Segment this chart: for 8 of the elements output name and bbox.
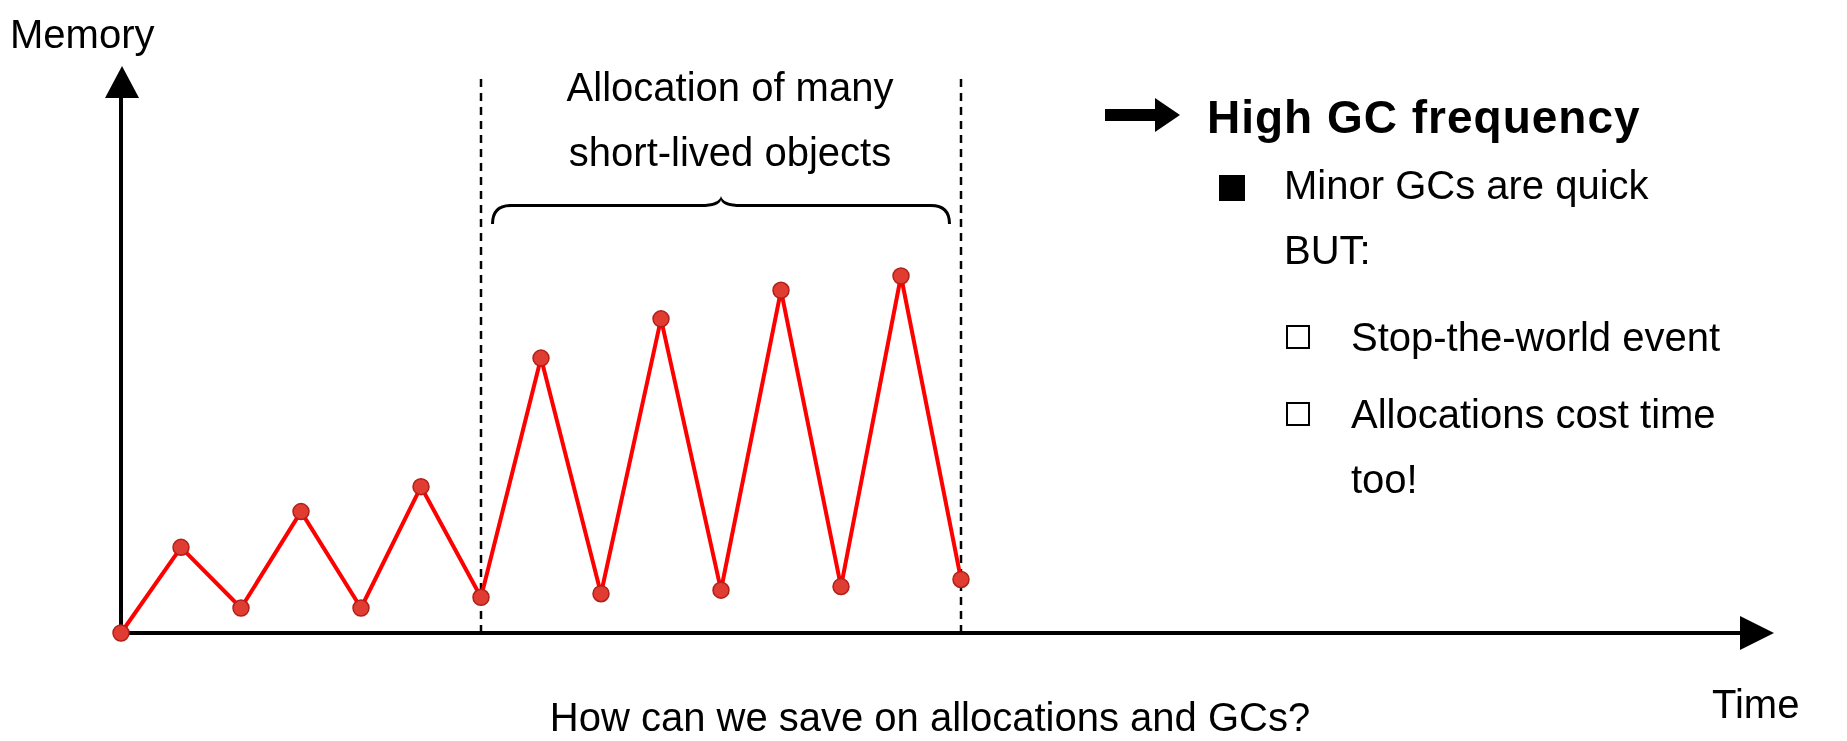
text: Stop-the-world event (1351, 314, 1722, 361)
text: How can we save on allocations and GCs? (548, 694, 1312, 741)
text: Allocation of many short-lived objects (565, 64, 895, 176)
text: Minor GCs are quick BUT: (1284, 162, 1650, 274)
text: Allocations cost time too! (1351, 391, 1717, 503)
text: Time (1712, 681, 1800, 728)
text: High GC frequency (1207, 90, 1641, 145)
text: Memory (10, 11, 155, 58)
